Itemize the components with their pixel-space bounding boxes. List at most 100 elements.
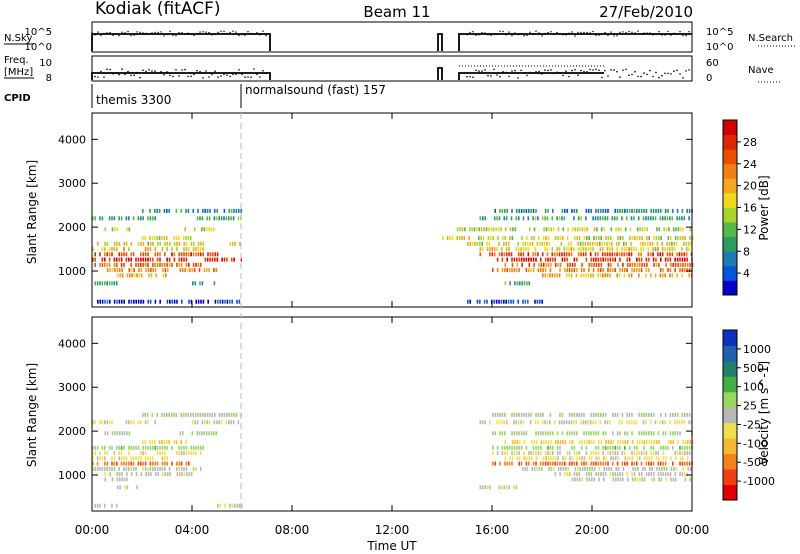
colorbar-swatch xyxy=(723,391,737,408)
power-cell xyxy=(499,208,501,213)
power-cell xyxy=(672,208,674,213)
power-cell xyxy=(539,241,541,246)
freq-dot xyxy=(100,70,102,73)
power-cell xyxy=(495,227,497,232)
noise-dot xyxy=(193,34,195,37)
velocity-cell xyxy=(486,485,489,490)
power-cell xyxy=(501,268,504,273)
power-cell xyxy=(564,208,566,213)
freq-dot xyxy=(655,71,657,74)
power-cell xyxy=(498,216,501,221)
freq-dot xyxy=(244,76,246,78)
velocity-cell xyxy=(631,477,634,482)
y-tick-label: 4000 xyxy=(58,133,86,146)
noise-dot xyxy=(565,34,567,36)
velocity-cell xyxy=(667,440,670,445)
frequency-panel: Freq. [MHz] 10 8 60 0 Nave xyxy=(4,55,782,84)
velocity-cell xyxy=(494,412,496,417)
velocity-cell xyxy=(161,466,164,471)
power-cell xyxy=(534,216,537,221)
velocity-cell xyxy=(96,445,99,450)
colorbar-swatch xyxy=(723,149,737,165)
velocity-cell xyxy=(540,431,542,436)
power-cell xyxy=(652,257,655,262)
power-cell xyxy=(506,208,508,213)
noise-dot xyxy=(628,30,630,33)
power-cell xyxy=(192,247,195,252)
power-cell xyxy=(108,252,111,257)
power-cell xyxy=(480,227,483,232)
freq-dot xyxy=(142,69,144,71)
velocity-cell xyxy=(108,445,111,450)
power-cell xyxy=(636,268,638,273)
freq-dot xyxy=(688,69,690,71)
velocity-cell xyxy=(520,420,522,425)
velocity-cell xyxy=(556,431,559,436)
power-cell xyxy=(506,257,508,262)
power-cell xyxy=(655,236,658,241)
power-cell xyxy=(197,241,200,246)
velocity-cell xyxy=(628,412,631,417)
velocity-cell xyxy=(118,431,121,436)
velocity-cell xyxy=(191,431,194,436)
power-cell xyxy=(111,247,113,252)
power-cell xyxy=(511,268,513,273)
power-cell xyxy=(573,268,576,273)
velocity-cell xyxy=(166,472,169,477)
power-cell xyxy=(140,299,142,304)
power-cell xyxy=(154,247,156,252)
velocity-cell xyxy=(156,461,159,466)
power-cell xyxy=(468,236,470,241)
power-cell xyxy=(509,227,512,232)
power-cell xyxy=(636,262,639,267)
velocity-cell xyxy=(506,445,508,450)
power-cell xyxy=(628,252,630,257)
power-cell xyxy=(189,268,191,273)
freq-dot xyxy=(592,69,594,71)
velocity-cell xyxy=(516,412,518,417)
velocity-cell xyxy=(135,472,138,477)
noise-dot xyxy=(523,35,525,37)
colorbar-swatch xyxy=(723,207,737,223)
power-cell xyxy=(640,268,643,273)
velocity-cell xyxy=(113,451,116,456)
power-cell xyxy=(661,247,664,252)
velocity-cell xyxy=(571,456,574,461)
velocity-cell xyxy=(631,431,633,436)
velocity-cell xyxy=(124,485,126,490)
power-cell xyxy=(166,208,168,213)
freq-dot xyxy=(610,69,612,71)
velocity-cell xyxy=(178,472,181,477)
freq-unit-label: [MHz] xyxy=(4,67,33,78)
power-cell xyxy=(600,208,602,213)
velocity-cell xyxy=(540,461,542,466)
velocity-cell xyxy=(550,440,552,445)
power-cell xyxy=(514,227,517,232)
power-cell xyxy=(672,227,675,232)
velocity-cell xyxy=(208,420,211,425)
noise-right-tick-bottom: 10^0 xyxy=(706,42,733,53)
velocity-cell xyxy=(592,420,594,425)
power-cell xyxy=(205,268,208,273)
freq-dot xyxy=(196,69,198,72)
velocity-cell xyxy=(679,456,682,461)
power-cell xyxy=(207,299,209,304)
power-cell xyxy=(590,273,592,278)
freq-dot xyxy=(622,69,624,72)
velocity-cell xyxy=(657,431,660,436)
freq-dot xyxy=(169,74,171,77)
velocity-cell xyxy=(114,431,116,436)
power-cell xyxy=(582,273,585,278)
velocity-cell xyxy=(585,420,587,425)
noise-dot xyxy=(160,31,162,33)
velocity-cell xyxy=(583,412,585,417)
noise-dot xyxy=(259,34,261,36)
power-cell xyxy=(629,227,632,232)
velocity-cell xyxy=(612,461,614,466)
noise-dot xyxy=(145,32,147,34)
power-cell xyxy=(173,252,176,257)
noise-dot xyxy=(169,30,171,32)
power-cell xyxy=(630,247,633,252)
power-cell xyxy=(479,241,481,246)
